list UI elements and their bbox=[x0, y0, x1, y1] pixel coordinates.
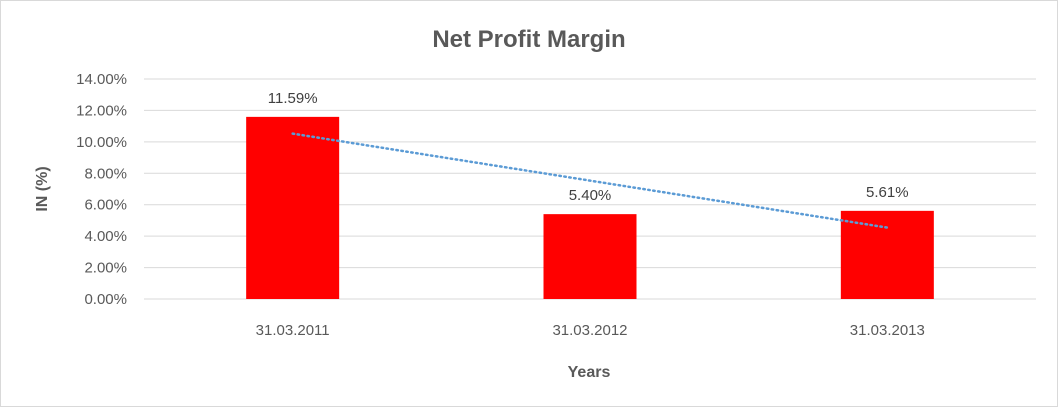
bar bbox=[543, 214, 637, 299]
bar bbox=[840, 210, 934, 299]
x-tick-label: 31.03.2013 bbox=[850, 322, 925, 339]
data-label: 5.61% bbox=[866, 184, 909, 201]
trendline-layer bbox=[291, 132, 889, 229]
y-tick-label: 4.00% bbox=[84, 228, 127, 245]
y-tick-label: 12.00% bbox=[76, 102, 127, 119]
y-tick-label: 2.00% bbox=[84, 260, 127, 277]
data-label: 11.59% bbox=[268, 90, 318, 107]
data-label: 5.40% bbox=[569, 187, 612, 204]
x-axis-title: Years bbox=[568, 364, 611, 381]
data-labels: 11.59% 5.40% 5.61% bbox=[268, 90, 909, 204]
y-tick-label: 10.00% bbox=[76, 134, 127, 151]
y-tick-label: 14.00% bbox=[76, 71, 127, 88]
y-axis-ticks: 0.00% 2.00% 4.00% 6.00% 8.00% 10.00% 12.00% 14.… bbox=[76, 71, 127, 308]
bars bbox=[246, 116, 934, 299]
x-axis-ticks: 31.03.2011 31.03.2012 31.03.2013 bbox=[256, 322, 925, 339]
y-tick-label: 8.00% bbox=[84, 165, 127, 182]
y-tick-label: 0.00% bbox=[84, 291, 127, 308]
chart-title: Net Profit Margin bbox=[432, 26, 625, 53]
y-tick-label: 6.00% bbox=[84, 197, 127, 214]
trendline bbox=[291, 132, 889, 229]
x-tick-label: 31.03.2011 bbox=[256, 322, 330, 339]
y-axis-title: IN (%) bbox=[34, 166, 51, 211]
x-tick-label: 31.03.2012 bbox=[552, 322, 627, 339]
bar bbox=[246, 116, 340, 299]
